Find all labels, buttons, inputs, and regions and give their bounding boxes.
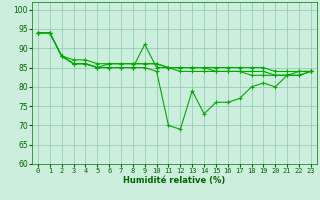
X-axis label: Humidité relative (%): Humidité relative (%) [123, 176, 226, 185]
